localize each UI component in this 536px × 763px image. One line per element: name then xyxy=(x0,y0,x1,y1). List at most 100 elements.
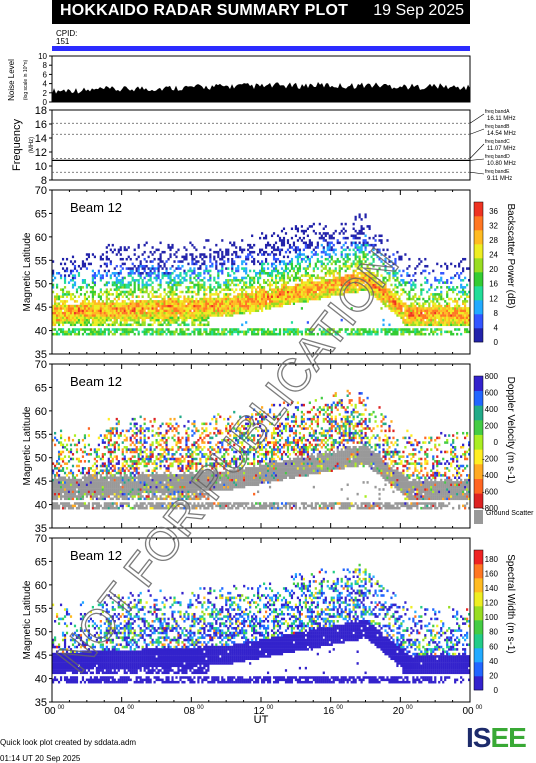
power-cell xyxy=(223,311,226,315)
power-cell xyxy=(390,260,393,263)
power-cell xyxy=(241,288,244,291)
power-cell xyxy=(354,243,357,247)
power-cell xyxy=(312,293,315,296)
power-cell xyxy=(205,318,208,322)
power-cell xyxy=(268,297,272,301)
power-cell xyxy=(183,304,186,308)
power-cell xyxy=(81,262,85,266)
power-cell xyxy=(360,262,363,266)
power-cell xyxy=(77,330,81,334)
power-cell xyxy=(436,321,439,324)
power-cell xyxy=(125,318,128,322)
power-cell xyxy=(261,302,264,305)
power-cell xyxy=(414,323,417,327)
velocity-cell xyxy=(59,434,63,437)
power-cell xyxy=(372,264,375,268)
velocity-cell xyxy=(59,429,63,433)
power-cell xyxy=(326,257,329,261)
power-cell xyxy=(187,288,190,291)
power-cell xyxy=(133,264,136,268)
power-cell xyxy=(81,302,85,305)
power-cell xyxy=(135,269,138,273)
velocity-cell xyxy=(121,506,124,510)
velocity-cell xyxy=(55,467,59,470)
power-cell xyxy=(322,276,325,280)
power-cell xyxy=(63,279,67,282)
power-cell xyxy=(344,281,347,284)
velocity-cell xyxy=(119,492,122,496)
power-cell xyxy=(169,316,172,320)
power-cell xyxy=(79,293,83,296)
power-cell xyxy=(310,286,313,289)
power-cell xyxy=(274,257,278,261)
velocity-cell xyxy=(87,474,91,477)
power-cell xyxy=(294,248,298,252)
power-cell xyxy=(266,330,270,334)
velocity-cell xyxy=(127,457,130,461)
power-cell xyxy=(253,300,256,303)
power-cell xyxy=(304,297,307,301)
power-cell xyxy=(53,304,57,308)
power-cell xyxy=(444,314,447,317)
power-cell xyxy=(468,323,470,327)
power-cell xyxy=(392,295,395,298)
velocity-cell xyxy=(77,460,81,463)
velocity-cell xyxy=(111,476,114,479)
power-cell xyxy=(143,264,146,268)
power-cell xyxy=(316,260,319,263)
power-cell xyxy=(193,267,196,270)
power-cell xyxy=(129,267,132,270)
power-cell xyxy=(65,332,69,336)
power-cell xyxy=(440,314,443,317)
power-cell xyxy=(197,307,200,310)
power-cell xyxy=(420,323,423,327)
power-cell xyxy=(151,304,154,308)
velocity-cell xyxy=(131,483,134,487)
power-cell xyxy=(97,304,100,308)
power-cell xyxy=(430,286,433,289)
power-cell xyxy=(109,314,112,317)
power-cell xyxy=(366,264,369,268)
power-cell xyxy=(356,288,359,291)
power-cell xyxy=(179,323,182,327)
power-cell xyxy=(272,302,276,305)
power-cell xyxy=(392,276,395,280)
power-cell xyxy=(195,248,198,252)
velocity-cell xyxy=(91,478,94,482)
power-cell xyxy=(426,279,429,282)
power-cell xyxy=(350,283,353,287)
power-cell xyxy=(392,307,395,310)
power-cell xyxy=(402,302,405,305)
power-cell xyxy=(169,276,172,280)
power-cell xyxy=(117,316,120,320)
power-cell xyxy=(75,321,79,324)
power-cell xyxy=(296,328,300,331)
power-cell xyxy=(384,304,387,308)
power-cell xyxy=(171,302,174,305)
velocity-cell xyxy=(59,464,63,468)
velocity-cell xyxy=(93,483,96,487)
power-cell xyxy=(404,307,407,310)
power-cell xyxy=(73,330,77,334)
power-cell xyxy=(145,283,148,287)
power-cell xyxy=(338,283,341,287)
velocity-cell xyxy=(99,483,102,487)
power-cell xyxy=(185,290,188,294)
freq-band-connector xyxy=(469,158,485,161)
power-cell xyxy=(79,316,83,320)
power-cell xyxy=(151,332,154,336)
power-cell xyxy=(280,267,284,270)
power-cell xyxy=(239,311,242,315)
power-cell xyxy=(105,262,108,266)
power-cell xyxy=(243,288,246,291)
power-cell xyxy=(127,332,130,336)
power-cell xyxy=(247,286,250,289)
velocity-cell xyxy=(135,490,138,494)
power-cell xyxy=(434,276,437,280)
power-cell xyxy=(390,297,393,301)
power-cell xyxy=(442,307,445,310)
velocity-cell xyxy=(107,417,110,421)
power-cell xyxy=(278,332,282,336)
power-cell xyxy=(179,279,182,282)
